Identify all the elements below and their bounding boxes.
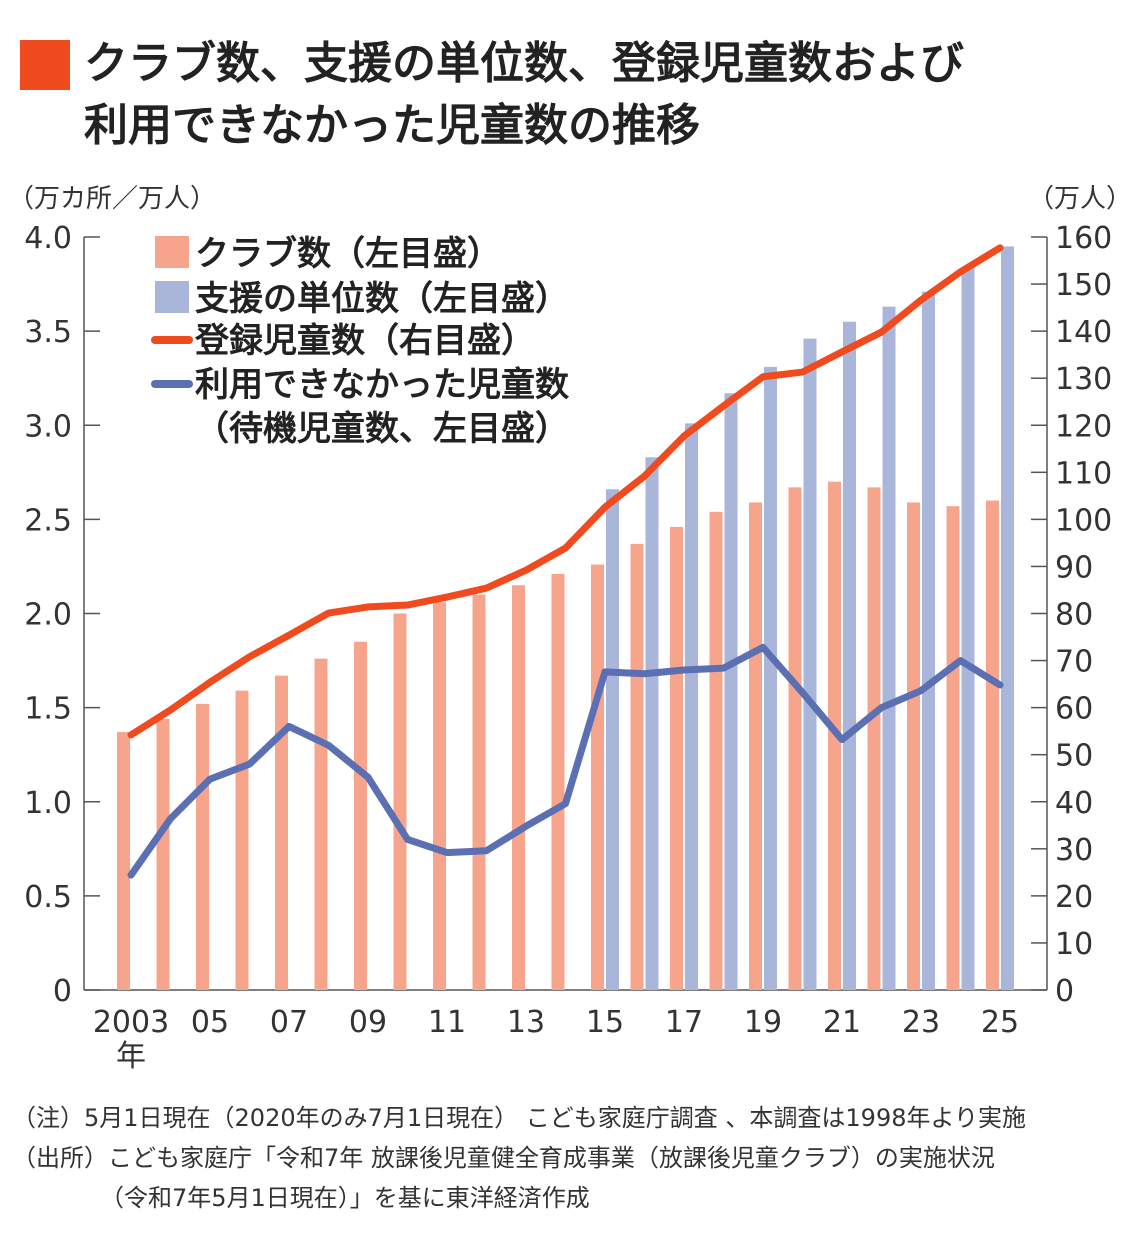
bar-clubs [867, 487, 881, 990]
left-tick-label: 2.0 [24, 598, 72, 633]
right-tick-label: 50 [1055, 739, 1093, 774]
bar-support-units [764, 366, 777, 991]
source-line-2: （令和7年5月1日現在）」を基に東洋経済作成 [100, 1184, 590, 1212]
right-tick-label: 10 [1055, 927, 1093, 962]
left-tick-label: 3.5 [24, 315, 72, 350]
x-tick-label: 19 [744, 1005, 782, 1040]
right-tick-label: 20 [1055, 880, 1093, 915]
right-tick-label: 0 [1055, 974, 1074, 1009]
bar-clubs [117, 732, 130, 990]
bar-clubs [907, 502, 920, 990]
legend-label-waiting-2: （待機児童数、左目盛） [195, 409, 569, 449]
bar-support-units [685, 423, 698, 990]
line-waiting-children [127, 643, 1004, 879]
right-tick-label: 150 [1055, 268, 1112, 303]
chart-title-line2: 利用できなかった児童数の推移 [84, 100, 700, 151]
right-tick-label: 80 [1055, 598, 1093, 633]
bar-clubs [946, 506, 960, 990]
right-tick-label: 100 [1055, 503, 1112, 538]
left-axis-unit: （万カ所／万人） [8, 184, 217, 214]
bar-support-units [803, 338, 817, 990]
left-tick-label: 2.5 [24, 503, 72, 538]
right-tick-label: 40 [1055, 786, 1093, 821]
x-tick-label: 21 [823, 1005, 861, 1040]
bar-clubs [788, 487, 802, 990]
right-tick-label: 60 [1055, 692, 1093, 727]
legend-swatch-clubs [155, 236, 189, 268]
bar-clubs [275, 675, 288, 990]
bar-support-units [922, 291, 935, 990]
right-tick-label: 70 [1055, 645, 1093, 680]
bar-clubs [235, 690, 249, 990]
title-marker [20, 40, 70, 90]
right-tick-label: 140 [1055, 315, 1112, 350]
left-tick-label: 0.5 [24, 880, 72, 915]
x-tick-label: 2003 [93, 1005, 169, 1040]
bar-clubs [670, 526, 683, 990]
bar-clubs [314, 658, 328, 990]
left-tick-label: 0 [53, 974, 72, 1009]
bar-clubs [196, 703, 209, 990]
legend-swatch-units [155, 281, 189, 313]
bar-support-units [645, 457, 659, 990]
bar-support-units [882, 306, 896, 991]
x-tick-label: 25 [981, 1005, 1019, 1040]
bar-clubs [591, 564, 604, 990]
bar-support-units [1001, 246, 1014, 991]
bar-clubs [551, 573, 565, 990]
bar-clubs [749, 502, 762, 990]
left-tick-label: 3.0 [24, 409, 72, 444]
bar-support-units [724, 393, 738, 990]
bar-clubs [393, 613, 407, 990]
right-axis-unit: （万人） [1027, 184, 1132, 214]
bar-clubs [433, 602, 446, 990]
right-tick-label: 30 [1055, 833, 1093, 868]
note-line: （注）5月1日現在（2020年のみ7月1日現在） こども家庭庁調査 、本調査は1… [12, 1104, 1027, 1132]
right-tick-label: 160 [1055, 221, 1112, 256]
bar-support-units [606, 489, 619, 990]
bar-clubs [354, 641, 367, 990]
bar-clubs [986, 500, 999, 990]
left-tick-label: 1.0 [24, 786, 72, 821]
x-tick-label: 05 [191, 1005, 229, 1040]
bar-support-units [843, 321, 856, 990]
left-tick-label: 1.5 [24, 692, 72, 727]
x-tick-label: 13 [507, 1005, 545, 1040]
bar-clubs [709, 511, 723, 990]
x-tick-label: 11 [428, 1005, 466, 1040]
legend-label-units: 支援の単位数（左目盛） [195, 279, 569, 319]
bar-clubs [156, 718, 170, 990]
source-line: （出所）こども家庭庁「令和7年 放課後児童健全育成事業（放課後児童クラブ）の実施… [12, 1144, 995, 1172]
legend-label-clubs: クラブ数（左目盛） [195, 234, 501, 274]
bar-clubs [512, 585, 525, 990]
x-tick-label: 09 [349, 1005, 387, 1040]
x-tick-label: 17 [665, 1005, 703, 1040]
right-tick-label: 110 [1055, 456, 1112, 491]
line-registered-children [127, 244, 1004, 739]
x-tick-label: 15 [586, 1005, 624, 1040]
bar-clubs [472, 594, 486, 990]
chart-plot: 0 0.5 1.0 1.5 2.0 2.5 3.0 3.5 4.0 0 10 20 30 40 50 60 70… [24, 221, 1112, 1074]
chart-title-line1: クラブ数、支援の単位数、登録児童数および [84, 38, 964, 89]
x-tick-label: 07 [270, 1005, 308, 1040]
x-tick-label: 23 [902, 1005, 940, 1040]
x-axis-unit: 年 [116, 1039, 146, 1074]
left-tick-label: 4.0 [24, 221, 72, 256]
bar-clubs [630, 543, 644, 990]
bar-support-units [961, 267, 975, 990]
right-tick-label: 90 [1055, 550, 1093, 585]
legend-label-waiting: 利用できなかった児童数 [195, 365, 569, 405]
right-tick-label: 120 [1055, 409, 1112, 444]
right-tick-label: 130 [1055, 362, 1112, 397]
legend-label-registered: 登録児童数（右目盛） [194, 321, 535, 361]
